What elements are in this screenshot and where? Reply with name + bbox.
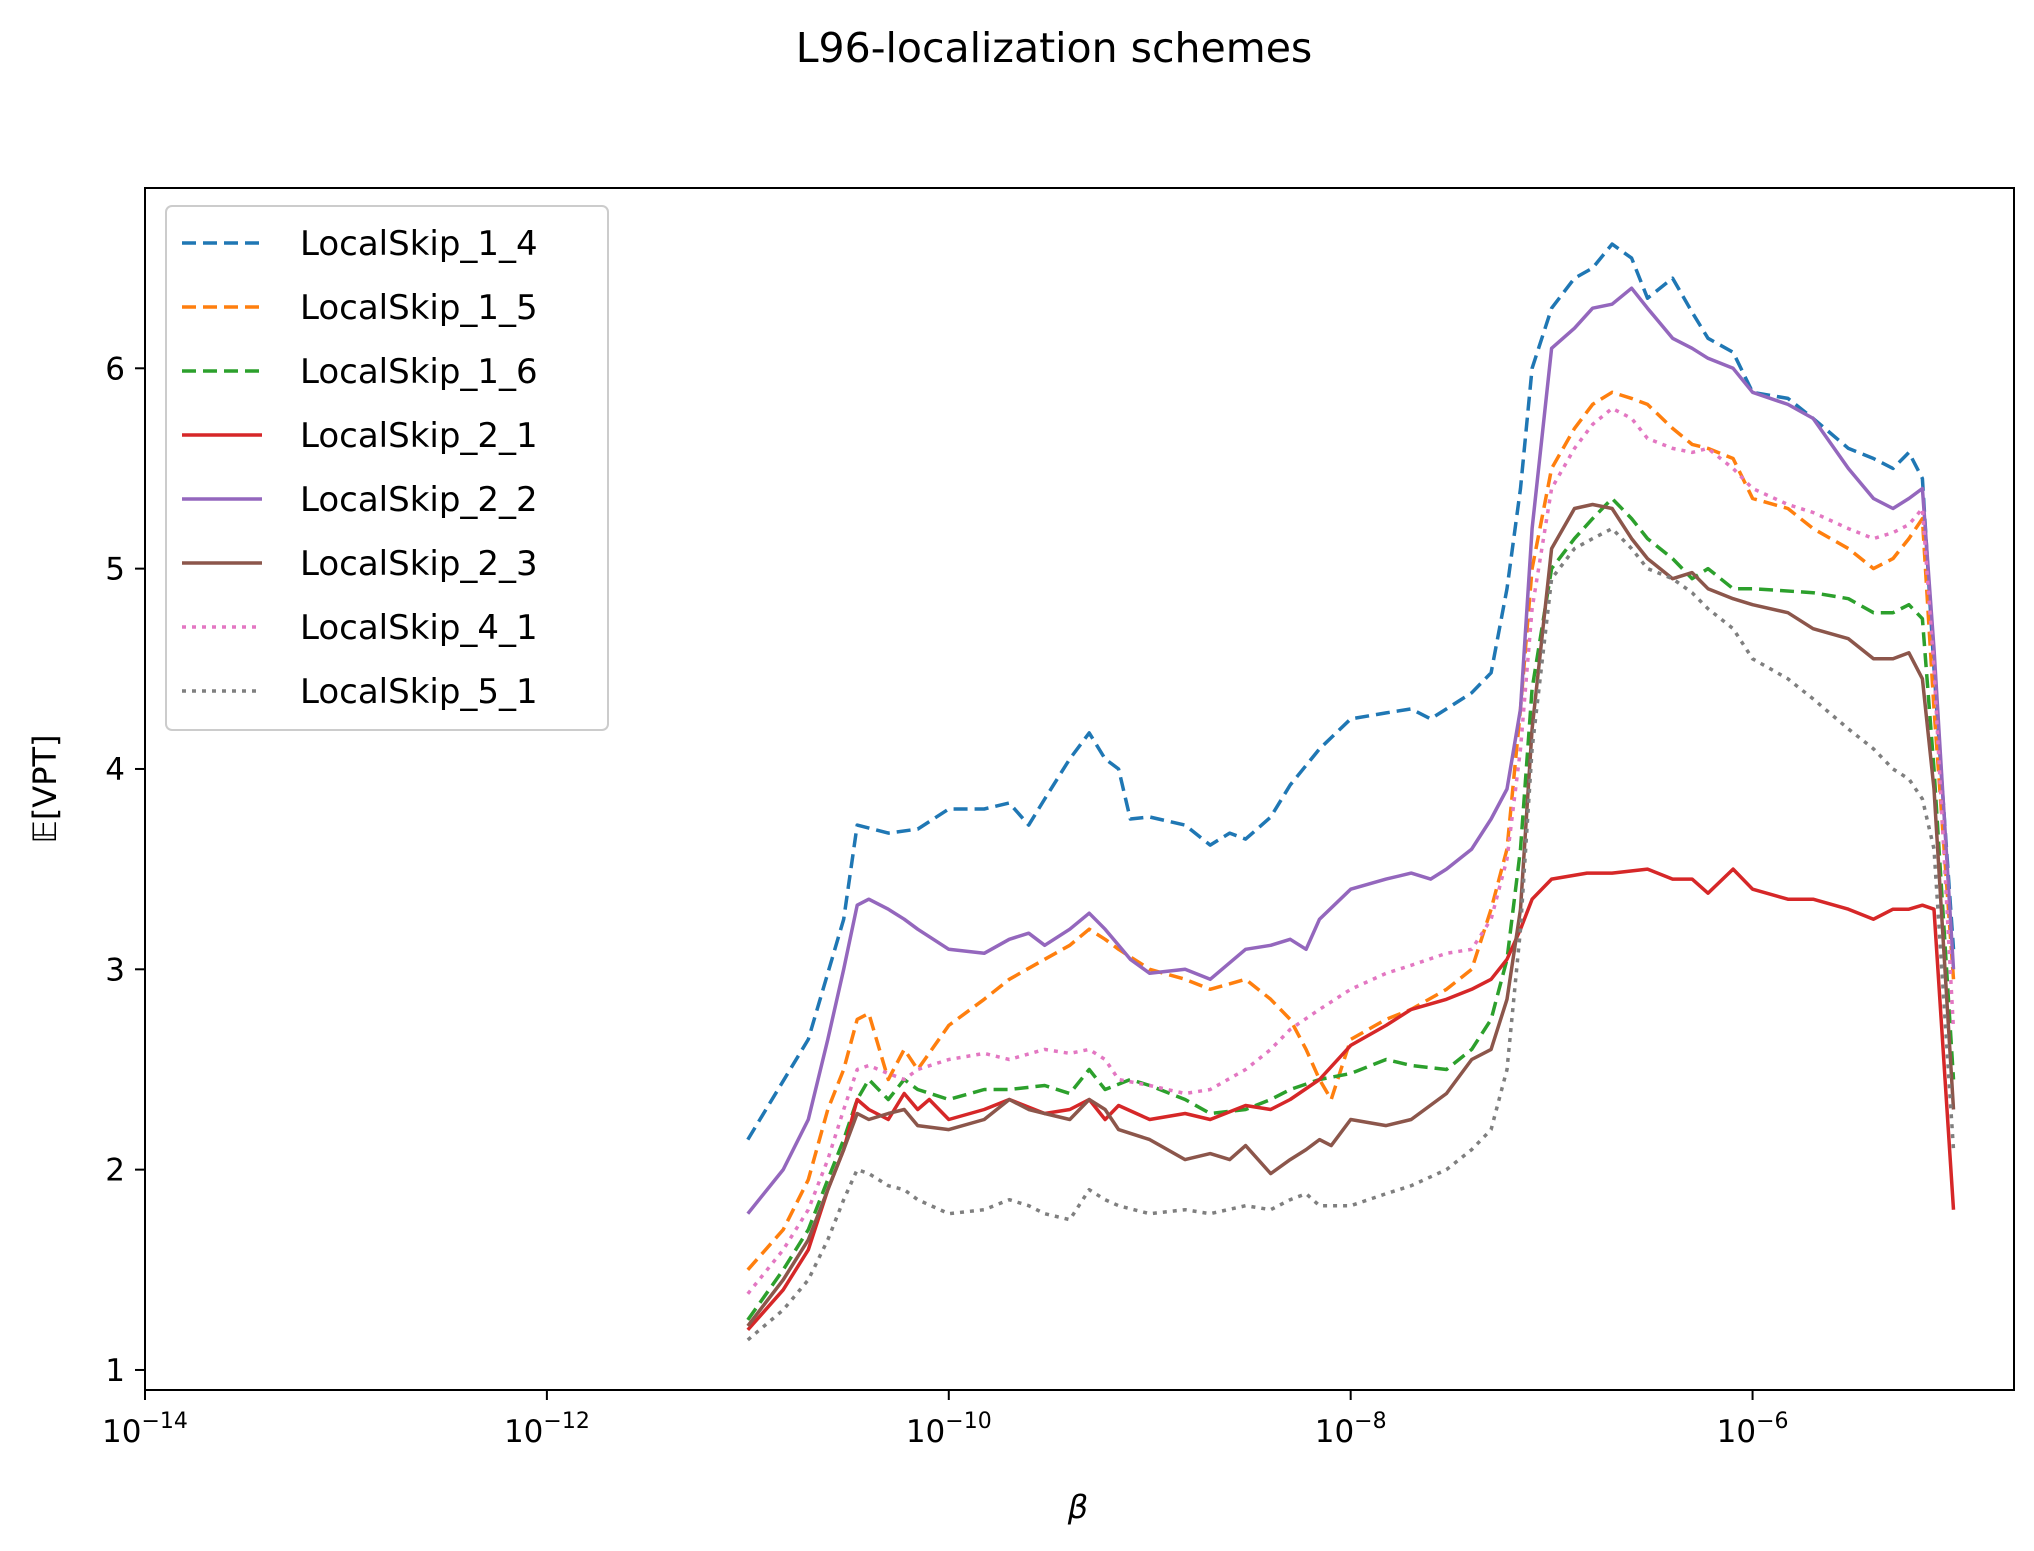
y-axis: 1 2 3 4 5 6: [105, 351, 145, 1389]
legend-label: LocalSkip_4_1: [300, 608, 538, 648]
series-line-localskip-2-3: [746, 502, 1956, 1327]
x-tick-label: 10−14: [102, 1409, 188, 1450]
x-tick-label: 10−8: [1315, 1409, 1387, 1450]
x-axis-label: β: [1067, 1488, 1088, 1526]
legend-label: LocalSkip_5_1: [300, 672, 538, 712]
y-tick-label: 2: [105, 1153, 125, 1189]
x-tick-label: 10−12: [504, 1409, 590, 1450]
series-line-localskip-2-1: [746, 867, 1956, 1332]
legend-label: LocalSkip_2_3: [300, 544, 538, 584]
legend-label: LocalSkip_1_5: [300, 288, 538, 328]
series-line-localskip-4-1: [746, 406, 1956, 1295]
legend-box: [165, 205, 609, 731]
x-tick-label: 10−6: [1717, 1409, 1789, 1450]
legend-label: LocalSkip_1_4: [300, 224, 538, 264]
series-layer: [746, 242, 1956, 1342]
series-line-localskip-5-1: [746, 526, 1956, 1342]
series-line-localskip-1-5: [746, 390, 1956, 1271]
chart-title: L96-localization schemes: [796, 24, 1313, 72]
x-tick-label: 10−10: [906, 1409, 992, 1450]
y-tick-label: 4: [105, 752, 125, 788]
series-line-localskip-1-6: [746, 496, 1956, 1321]
x-axis: 10−14 10−12 10−10 10−8 10−6: [102, 1390, 1789, 1450]
legend-label: LocalSkip_2_2: [300, 480, 538, 520]
y-tick-label: 5: [105, 552, 125, 588]
legend-label: LocalSkip_1_6: [300, 352, 538, 392]
series-line-localskip-2-2: [746, 286, 1956, 1215]
y-tick-label: 1: [105, 1353, 125, 1389]
legend-label: LocalSkip_2_1: [300, 416, 538, 456]
y-tick-label: 6: [105, 351, 125, 387]
legend: LocalSkip_1_4 LocalSkip_1_5 LocalSkip_1_6 L…: [165, 205, 609, 731]
y-tick-label: 3: [105, 952, 125, 988]
axes-frame: [144, 187, 2015, 1391]
y-axis-label: 𝔼[VPT]: [26, 734, 64, 843]
